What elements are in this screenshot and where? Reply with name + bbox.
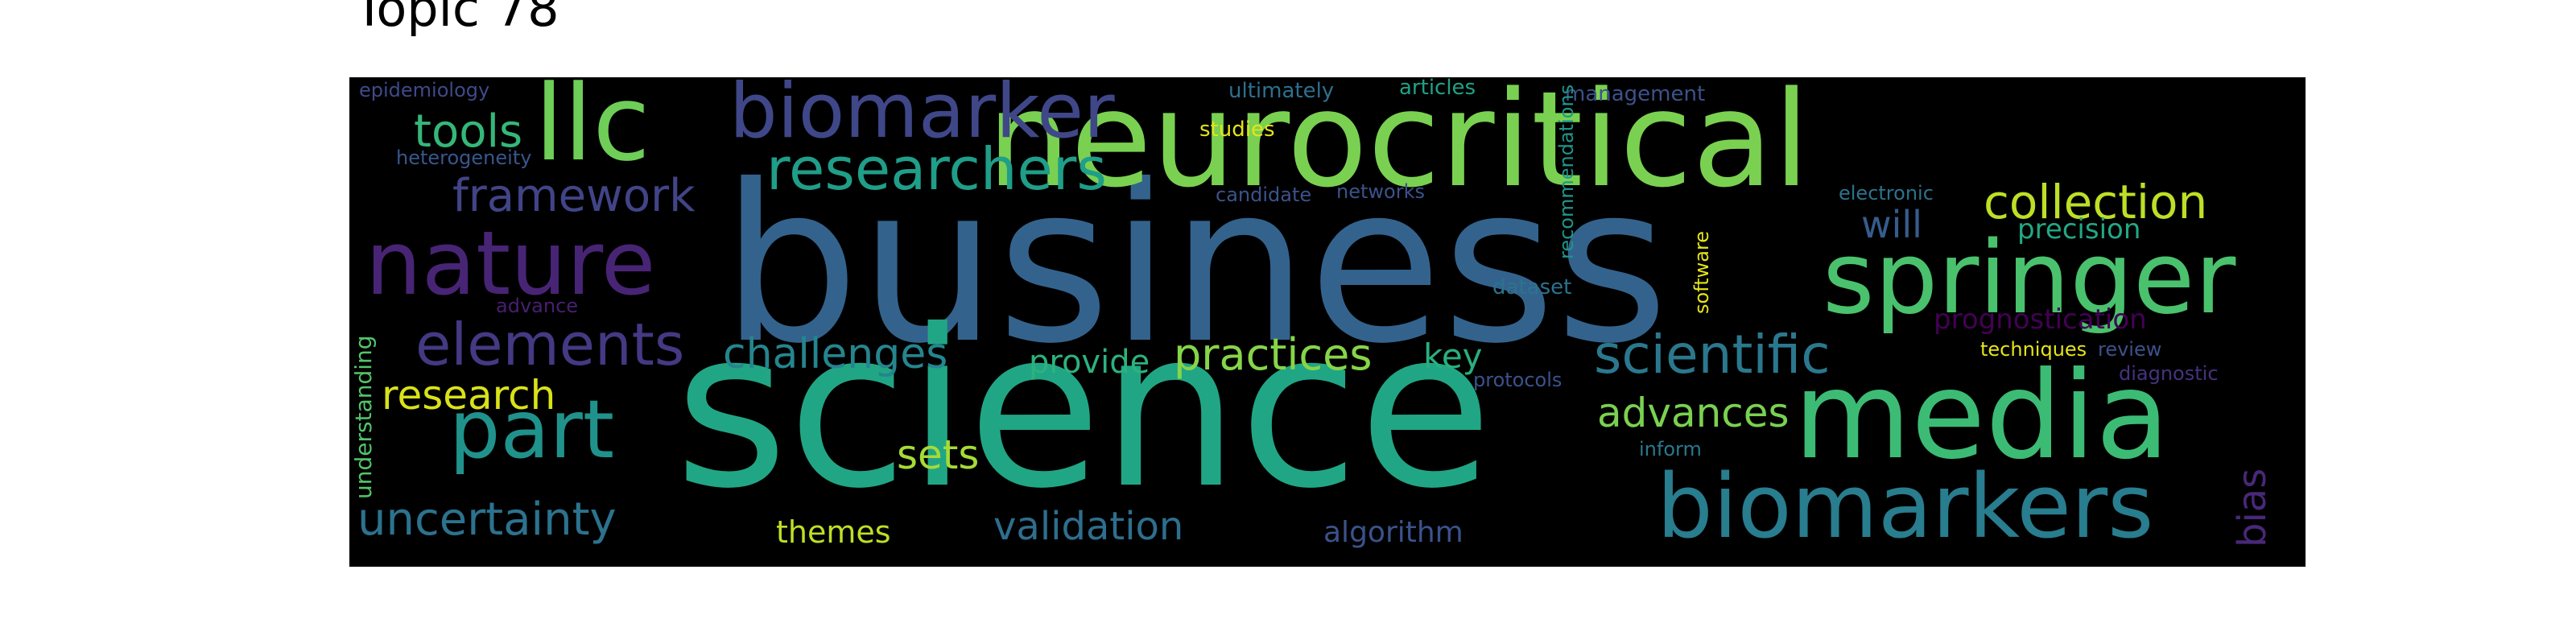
word-prognostication: algorithm	[1323, 516, 1463, 549]
word-electronic: recommendations	[1555, 84, 1578, 259]
word-management: articles	[1399, 77, 1476, 100]
word-advance: heterogeneity	[396, 147, 532, 169]
word-neurocritical: neurocritical	[987, 77, 1810, 217]
word-validation: validation	[993, 504, 1184, 549]
word-elements: elements	[415, 311, 685, 378]
word-business: business	[721, 138, 1669, 391]
word-researchers: researchers	[766, 135, 1107, 203]
word-collection: collection	[1984, 175, 2208, 229]
word-provide: key	[1423, 336, 1483, 376]
word-biomarkers: biomarkers	[1657, 455, 2154, 558]
word-recommendations: networks	[1336, 180, 1425, 203]
word-tools: tools	[414, 105, 523, 158]
word-nature: nature	[365, 212, 656, 315]
word-dataset: software	[1690, 230, 1713, 314]
word-llc: llc	[535, 77, 650, 184]
word-will: advances	[1597, 390, 1790, 436]
word-practices: practices	[1174, 329, 1373, 380]
word-media: media	[1794, 346, 2170, 486]
word-key: sets	[897, 431, 980, 478]
word-techniques: dataset	[1492, 275, 1572, 299]
word-cloud: business science neurocritical media spr…	[349, 77, 2306, 567]
word-diagnostic: review	[2098, 338, 2162, 361]
word-software: electronic	[1839, 182, 1934, 204]
chart-title: Topic 78	[354, 0, 559, 38]
word-framework: framework	[452, 170, 696, 222]
word-understanding: precision	[2017, 213, 2141, 246]
word-algorithm: themes	[776, 514, 891, 550]
word-biomarker: biomarker	[729, 77, 1115, 155]
word-research: research	[382, 372, 556, 419]
word-candidate: management	[1565, 82, 1706, 106]
word-networks: candidate	[1216, 184, 1312, 206]
word-review: techniques	[1980, 338, 2087, 361]
word-bias: inform	[1639, 438, 1702, 460]
word-sets: will	[1861, 203, 1922, 246]
word-protocols: diagnostic	[2119, 362, 2219, 385]
word-heterogeneity: epidemiology	[359, 79, 490, 101]
word-science: science	[675, 283, 1492, 536]
word-part: part	[449, 382, 615, 477]
word-themes: provide	[1029, 344, 1150, 381]
word-springer: springer	[1823, 221, 2236, 336]
word-advances: bias	[2230, 468, 2275, 547]
word-challenges: challenges	[723, 330, 948, 378]
word-ultimately: advance	[496, 295, 579, 317]
word-epidemiology: understanding	[350, 335, 377, 499]
word-inform: protocols	[1473, 369, 1563, 391]
word-uncertainty: uncertainty	[357, 493, 617, 546]
word-studies: ultimately	[1228, 79, 1335, 103]
word-scientific: scientific	[1594, 324, 1831, 386]
word-precision: prognostication	[1934, 303, 2147, 336]
word-articles: studies	[1199, 118, 1275, 142]
